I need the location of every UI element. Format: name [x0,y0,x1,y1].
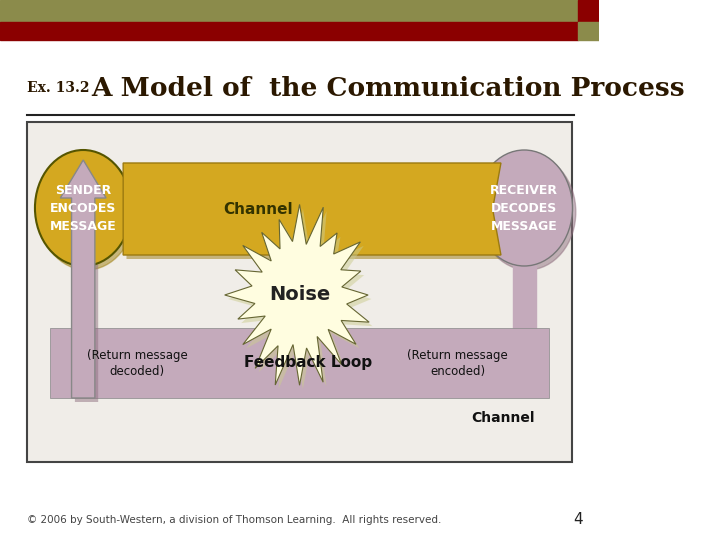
Text: (Return message
encoded): (Return message encoded) [408,348,508,377]
Text: 4: 4 [573,512,582,528]
Circle shape [476,150,572,266]
Text: SENDER
ENCODES
MESSAGE: SENDER ENCODES MESSAGE [50,184,117,233]
Polygon shape [60,160,106,398]
Text: (Return message
decoded): (Return message decoded) [87,348,188,377]
Polygon shape [63,164,109,402]
Circle shape [38,154,135,270]
Bar [578,0,599,22]
Polygon shape [225,205,369,385]
Polygon shape [228,208,372,389]
Polygon shape [123,163,501,255]
Bar [0,0,578,22]
Polygon shape [127,167,504,259]
Bar [50,328,549,398]
Text: Ex. 13.2: Ex. 13.2 [27,81,90,95]
Bar [0,22,578,40]
Text: Channel: Channel [472,411,535,425]
Bar [27,122,572,462]
Text: RECEIVER
DECODES
MESSAGE: RECEIVER DECODES MESSAGE [490,184,558,233]
Text: © 2006 by South-Western, a division of Thomson Learning.  All rights reserved.: © 2006 by South-Western, a division of T… [27,515,442,525]
Bar [513,261,536,391]
Bar [578,22,599,40]
Circle shape [35,150,132,266]
Text: Feedback Loop: Feedback Loop [244,355,372,370]
Text: Noise: Noise [269,286,330,305]
Text: A Model of  the Communication Process: A Model of the Communication Process [91,76,685,100]
Circle shape [480,154,576,270]
Text: Channel: Channel [223,202,293,218]
